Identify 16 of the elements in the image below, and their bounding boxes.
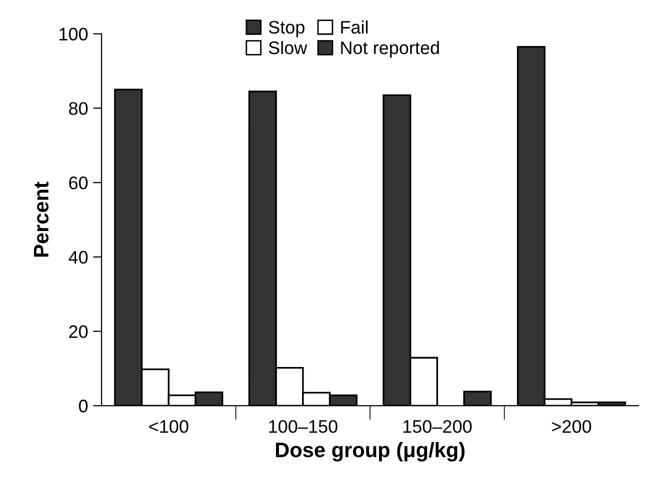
legend-label: Not reported [341,40,439,58]
y-tick-label: 60 [69,176,88,190]
legend-label: Stop [268,20,304,38]
x-tick-label: >200 [552,420,592,433]
x-tick-label: <100 [149,420,188,433]
x-axis-title: Dose group (μg/kg) [276,442,465,462]
legend-label: Fail [341,20,368,34]
legend-label: Slow [268,40,308,54]
y-axis-title: Percent [34,182,49,257]
y-tick-label: 20 [69,325,88,338]
y-tick-label: 0 [78,400,88,412]
y-tick-label: 40 [68,250,88,264]
x-tick-label: 150–200 [403,420,472,433]
x-tick-label: 100–150 [269,420,338,433]
y-tick-label: 100 [60,28,88,41]
y-tick-label: 80 [69,102,88,115]
